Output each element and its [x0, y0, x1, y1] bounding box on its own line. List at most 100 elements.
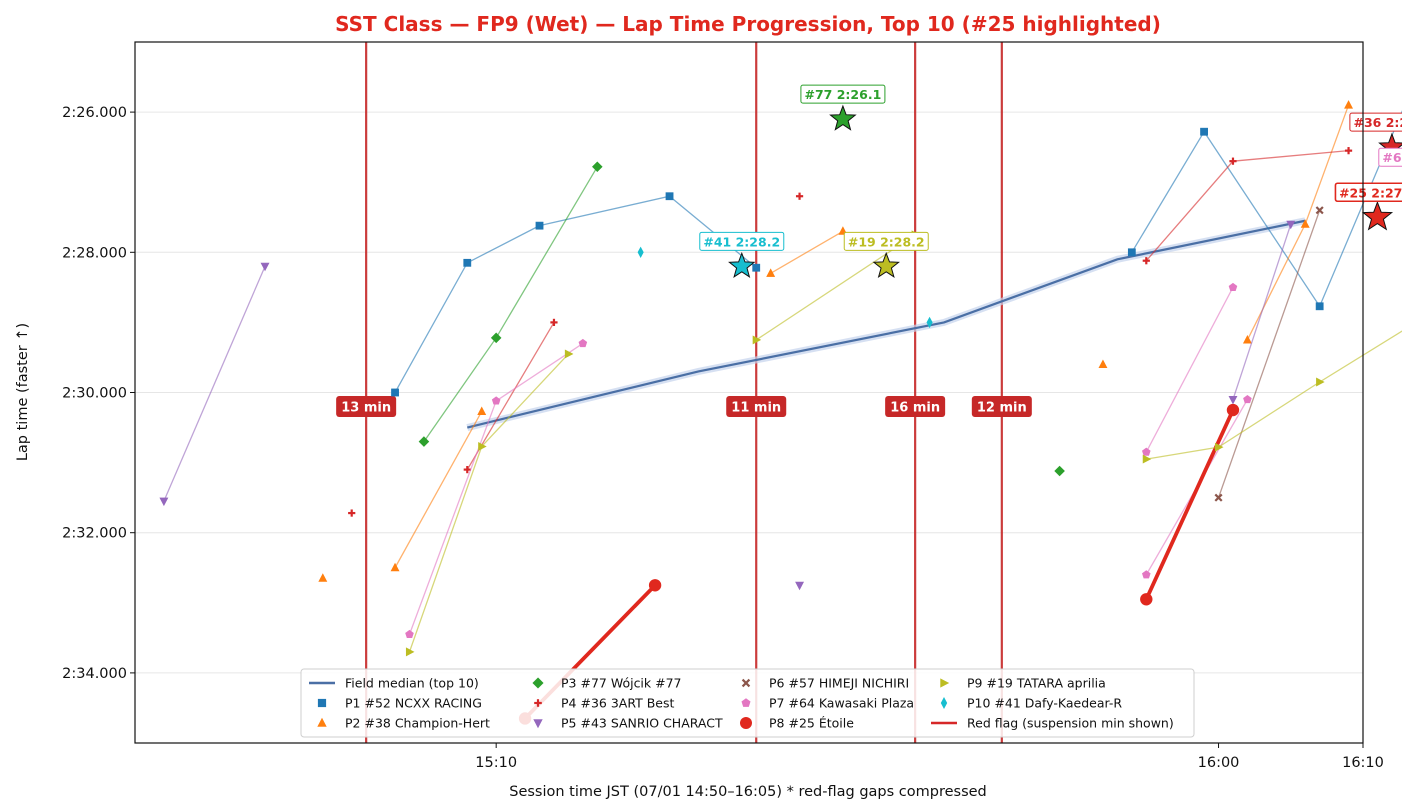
series-1-point-4-2-shape: [1344, 100, 1354, 109]
series-8-point-0-0: [405, 647, 415, 657]
red-flag-label-3: 12 min: [977, 401, 1027, 416]
best-lap-box-7: [1334, 182, 1402, 203]
legend-entry-7: P7 #64 Kawasaki Plaza: [741, 696, 914, 711]
series-6-point-0-1: [491, 396, 501, 405]
y-ticks: 2:26.000 2:28.000 2:30.000 2:32.000 2:34.000: [62, 105, 135, 682]
legend-swatch-7-shape: [741, 698, 751, 707]
series-1-point-1-0-shape: [390, 562, 400, 572]
legend-swatch-10-shape: [940, 697, 948, 709]
series-4-point-1-0-shape: [795, 581, 805, 591]
series-9-point-0-0: [637, 246, 644, 258]
series-4-point-2-1: [1286, 220, 1296, 230]
series-1-point-2-0: [766, 268, 776, 277]
series-8-line-2: [1146, 330, 1402, 460]
x-ticks: 15:10 16:00 16:10: [475, 743, 1384, 771]
red-flag-badge-3: [971, 396, 1032, 418]
series-1-line-2: [770, 230, 844, 274]
series-4-point-0-0: [159, 497, 169, 507]
best-lap-label-3: #36 2:26.5: [1354, 115, 1402, 130]
series-8-point-0-0-shape: [405, 647, 415, 657]
legend-swatch-8: [740, 717, 752, 729]
red-flag-label-0: 13 min: [341, 401, 391, 416]
series-6-point-2-1-shape: [1243, 394, 1252, 404]
best-lap-label-2: #77 2:26.1: [805, 87, 882, 102]
legend-entry-10: P10 #41 Dafy-Kaedear-R: [940, 696, 1122, 711]
legend: Field median (top 10) P1 #52 NCXX RACING P…: [300, 668, 1195, 738]
legend-entry-0: Field median (top 10): [309, 676, 479, 691]
series-9: [637, 246, 933, 329]
legend-label-8: P8 #25 Étoile: [769, 716, 854, 731]
legend-entry-4: P4 #36 3ART Best: [534, 696, 674, 711]
series-2-point-0-0-shape: [418, 436, 430, 447]
legend-entry-11: Red flag (suspension min shown): [931, 716, 1174, 731]
series-2-point-1-0-shape: [1054, 465, 1065, 477]
series-0-point-0-1-shape: [463, 258, 472, 267]
series-8-point-0-2-shape: [564, 349, 574, 359]
legend-swatch-4: [534, 699, 542, 707]
series-1-point-4-1-shape: [1300, 219, 1310, 228]
legend-swatch-2: [317, 717, 327, 727]
red-flag-badge-1: [726, 396, 787, 418]
x-tick-label-2: 16:10: [1342, 755, 1384, 771]
legend-label-10: P10 #41 Dafy-Kaedear-R: [967, 696, 1122, 711]
best-lap-2: #77 2:26.1: [800, 84, 886, 131]
series-3: [348, 147, 1353, 517]
legend-entry-5: P5 #43 SANRIO CHARACT: [533, 716, 723, 731]
series-2: [418, 161, 1065, 477]
series-8-point-0-1-shape: [478, 442, 487, 451]
series-4-point-1-0: [795, 581, 805, 591]
series-6-line-0: [408, 342, 584, 635]
best-lap-star-7: [1361, 200, 1394, 231]
series-1-point-4-0-shape: [1242, 334, 1252, 344]
series-4-point-0-0-shape: [159, 497, 169, 507]
series-4-point-0-1-shape: [260, 262, 270, 272]
series-1-point-4-2: [1344, 100, 1354, 109]
legend-swatch-9: [940, 678, 950, 688]
series-0-point-1-2-shape: [1315, 302, 1324, 311]
red-flag-label-1: 11 min: [731, 401, 781, 416]
series-3-point-3-0: [1142, 257, 1150, 265]
series-6-point-2-1: [1243, 394, 1252, 404]
red-flag-badge-0: [336, 396, 397, 418]
median-line: [467, 219, 1306, 429]
series-3-point-0-0: [348, 509, 356, 517]
legend-label-0: Field median (top 10): [345, 676, 479, 691]
series-8-point-2-1: [1214, 442, 1224, 452]
plot-area: 2:26.000 2:28.000 2:30.000 2:32.000 2:34.000…: [62, 41, 1402, 771]
series-0: [391, 110, 1402, 397]
series-2-point-0-2: [592, 161, 603, 173]
legend-swatch-3: [532, 677, 544, 689]
legend-label-9: P9 #19 TATARA aprilia: [967, 676, 1106, 691]
series-6-point-1-0-shape: [1142, 447, 1151, 456]
series-1-point-4-1: [1300, 219, 1310, 228]
series-6-point-2-0-shape: [1142, 570, 1151, 579]
series-0-point-0-0: [391, 388, 399, 397]
series-1-point-3-0-shape: [1098, 359, 1108, 369]
series-1-point-3-0: [1098, 359, 1108, 369]
series-3-point-2-0: [795, 192, 804, 200]
legend-label-7: P7 #64 Kawasaki Plaza: [769, 696, 914, 711]
best-lap-star-2: [829, 104, 857, 131]
legend-label-5: P5 #43 SANRIO CHARACT: [561, 716, 723, 731]
red-flags: 13 min 11 min 16 min 12 min: [336, 42, 1032, 743]
series-6-point-0-0-shape: [405, 629, 414, 638]
legend-entry-6: P6 #57 HIMEJI NICHIRI: [741, 676, 909, 691]
series-0-point-0-4: [752, 263, 761, 272]
series-5-point-0-0-d2: [1214, 493, 1223, 502]
series-7-point-0-1: [648, 579, 662, 592]
series-3-point-3-2: [1344, 147, 1353, 155]
series-6-point-1-0: [1142, 447, 1151, 456]
legend-label-6: P6 #57 HIMEJI NICHIRI: [769, 676, 909, 691]
series-0-point-1-0-shape: [1127, 248, 1136, 257]
y-tick-label-0: 2:26.000: [62, 105, 127, 121]
series-5-point-0-0: [1214, 493, 1223, 502]
legend-swatch-6: [741, 678, 751, 688]
legend-swatch-2-shape: [317, 717, 327, 727]
best-lap-box-6: [1378, 147, 1402, 167]
best-lap-box-2: [800, 84, 886, 104]
axes-frame: [134, 41, 1364, 744]
series-2-point-1-0: [1054, 465, 1065, 477]
series-4-point-2-0-shape: [1228, 395, 1238, 405]
legend-swatch-6-d2: [741, 678, 751, 688]
best-lap-star-8: [872, 251, 900, 278]
